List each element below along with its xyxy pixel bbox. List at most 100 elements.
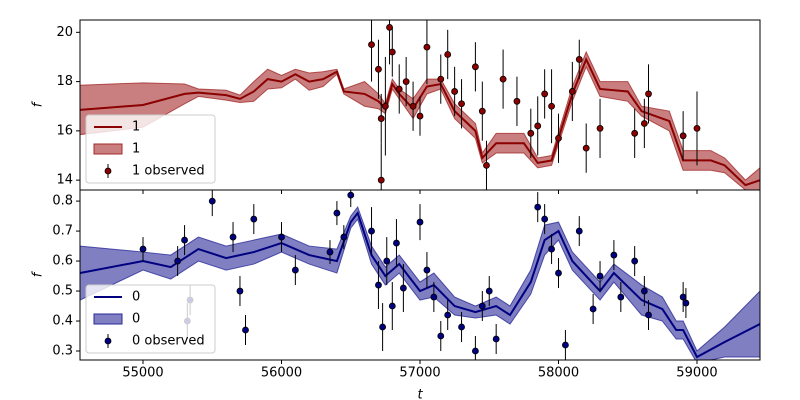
legend-label: 0: [132, 290, 140, 305]
legend-box: [85, 284, 216, 354]
observed-point: [377, 115, 385, 122]
observed-point: [236, 287, 244, 295]
legend-marker: [104, 167, 112, 175]
y-tick-label: 20: [56, 25, 73, 40]
observed-point: [534, 122, 542, 130]
observed-point: [326, 248, 334, 256]
observed-point: [375, 281, 382, 289]
observed-point: [388, 48, 396, 56]
y-tick-label: 14: [56, 173, 73, 188]
observed-point: [541, 215, 549, 223]
observed-point: [444, 51, 452, 58]
legend: 1 1 1 observed: [85, 114, 216, 184]
observed-point: [402, 78, 410, 85]
observed-point: [458, 323, 465, 331]
observed-point: [379, 323, 387, 331]
observed-point: [485, 287, 493, 295]
observed-point: [393, 239, 400, 247]
observed-point: [229, 233, 237, 241]
observed-point: [471, 347, 479, 355]
observed-point: [437, 75, 445, 83]
observed-point: [444, 311, 452, 319]
observed-point: [645, 311, 652, 319]
legend-marker: [104, 337, 112, 345]
model-line: [80, 210, 760, 359]
legend-label: 1: [132, 120, 140, 135]
observed-point: [596, 125, 604, 132]
observed-point: [679, 132, 687, 140]
legend-label: 1: [132, 142, 140, 157]
y-tick-label: 0.3: [52, 344, 73, 359]
y-tick-label: 18: [56, 74, 73, 89]
observed-point: [541, 90, 549, 98]
observed-point: [291, 266, 299, 274]
observed-point: [555, 269, 562, 277]
observed-point: [388, 302, 396, 310]
observed-point: [458, 100, 465, 108]
x-axis-label: t: [417, 388, 423, 400]
y-tick-label: 0.6: [52, 254, 73, 269]
observed-point: [368, 227, 375, 235]
observed-point: [399, 284, 407, 292]
y-tick-label: 0.5: [52, 284, 73, 299]
x-tick-label: 57000: [399, 366, 440, 381]
observed-point: [333, 209, 341, 217]
legend-patch: [93, 143, 123, 155]
observed-point: [527, 129, 535, 137]
observed-point: [250, 215, 258, 223]
observed-point: [555, 134, 562, 142]
y-tick-label: 0.8: [52, 194, 73, 209]
plot-area: [80, 20, 760, 190]
observed-point: [582, 144, 590, 152]
observed-point: [499, 75, 507, 83]
x-tick-label: 59000: [676, 366, 717, 381]
legend-patch: [93, 313, 123, 325]
x-tick-label: 56000: [261, 366, 302, 381]
legend-box: [85, 114, 216, 184]
y-axis-label: f: [31, 270, 46, 277]
observed-point: [640, 287, 648, 295]
legend-label: 0 observed: [132, 334, 205, 349]
legend: 0 0 0 observed: [85, 284, 216, 354]
observed-point: [534, 203, 542, 211]
observed-point: [409, 102, 417, 110]
observed-point: [278, 233, 285, 241]
observed-point: [377, 176, 385, 184]
observed-point: [596, 272, 604, 280]
y-tick-label: 16: [56, 123, 73, 138]
observed-point: [513, 97, 521, 105]
observed-point: [471, 63, 479, 71]
observed-point: [483, 161, 490, 169]
observed-point: [631, 129, 639, 137]
observed-point: [181, 236, 188, 244]
legend-label: 0: [132, 312, 140, 327]
observed-point: [368, 41, 375, 49]
y-tick-label: 0.7: [52, 224, 73, 239]
observed-point: [492, 335, 500, 343]
observed-point: [478, 302, 486, 310]
observed-point: [139, 245, 147, 253]
observed-point: [679, 293, 687, 301]
observed-point: [562, 341, 569, 349]
observed-point: [568, 88, 576, 95]
observed-point: [395, 85, 403, 93]
y-axis-label: f: [31, 100, 46, 107]
observed-point: [208, 197, 216, 205]
x-tick-label: 58000: [538, 366, 579, 381]
observed-point: [548, 245, 555, 253]
x-tick-label: 55000: [122, 366, 163, 381]
observed-point: [437, 332, 445, 340]
observed-point: [242, 326, 249, 334]
observed-point: [423, 43, 431, 51]
observed-point: [416, 218, 424, 226]
y-tick-label: 0.4: [52, 314, 73, 329]
observed-point: [645, 90, 652, 98]
observed-point: [610, 251, 618, 259]
observed-point: [174, 257, 182, 265]
legend-label: 1 observed: [132, 164, 205, 179]
observed-point: [617, 293, 625, 301]
observed-point: [383, 257, 391, 265]
observed-point: [478, 107, 486, 115]
observed-point: [416, 112, 424, 120]
